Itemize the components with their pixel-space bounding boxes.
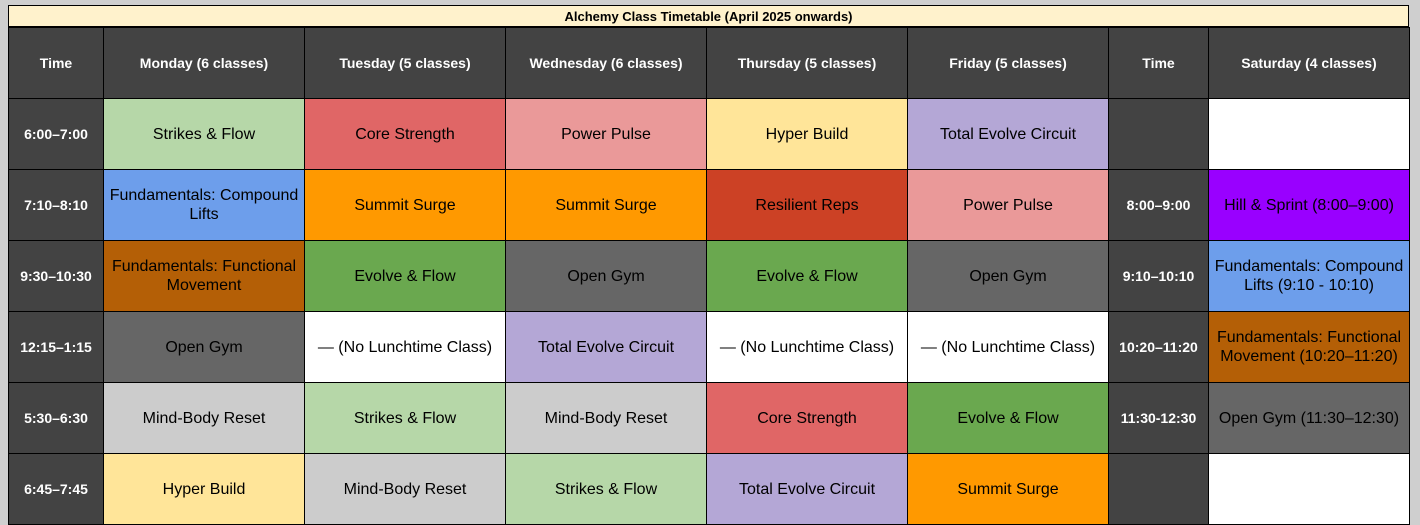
class-cell-thursday: Evolve & Flow: [706, 240, 908, 312]
class-cell-saturday: Open Gym (11:30–12:30): [1208, 382, 1410, 454]
class-cell-wednesday: Open Gym: [505, 240, 707, 312]
header-time: Time: [8, 27, 104, 99]
saturday-time-slot: 8:00–9:00: [1108, 169, 1209, 241]
time-slot: 6:00–7:00: [8, 98, 104, 170]
time-slot: 12:15–1:15: [8, 311, 104, 383]
class-cell-monday: Fundamentals: Functional Movement: [103, 240, 305, 312]
timetable-frame: Alchemy Class Timetable (April 2025 onwa…: [8, 5, 1410, 525]
class-cell-monday: Open Gym: [103, 311, 305, 383]
saturday-time-slot: 11:30-12:30: [1108, 382, 1209, 454]
class-cell-saturday: Hill & Sprint (8:00–9:00): [1208, 169, 1410, 241]
class-cell-monday: Mind-Body Reset: [103, 382, 305, 454]
class-cell-friday: — (No Lunchtime Class): [907, 311, 1109, 383]
time-slot: 5:30–6:30: [8, 382, 104, 454]
timetable-grid: Time Monday (6 classes) Tuesday (5 class…: [8, 27, 1410, 525]
saturday-time-slot: 10:20–11:20: [1108, 311, 1209, 383]
table-row: 12:15–1:15 Open Gym — (No Lunchtime Class)…: [8, 311, 1410, 383]
class-cell-saturday: Fundamentals: Functional Movement (10:20…: [1208, 311, 1410, 383]
saturday-time-slot: [1108, 98, 1209, 170]
table-row: 5:30–6:30 Mind-Body Reset Strikes & Flow Mi…: [8, 382, 1410, 454]
class-cell-friday: Evolve & Flow: [907, 382, 1109, 454]
class-cell-wednesday: Strikes & Flow: [505, 453, 707, 525]
class-cell-thursday: Core Strength: [706, 382, 908, 454]
header-saturday: Saturday (4 classes): [1208, 27, 1410, 99]
saturday-time-slot: 9:10–10:10: [1108, 240, 1209, 312]
table-row: 9:30–10:30 Fundamentals: Functional Movem…: [8, 240, 1410, 312]
class-cell-thursday: — (No Lunchtime Class): [706, 311, 908, 383]
class-cell-saturday: [1208, 98, 1410, 170]
header-wednesday: Wednesday (6 classes): [505, 27, 707, 99]
class-cell-monday: Hyper Build: [103, 453, 305, 525]
class-cell-wednesday: Summit Surge: [505, 169, 707, 241]
header-friday: Friday (5 classes): [907, 27, 1109, 99]
header-row: Time Monday (6 classes) Tuesday (5 class…: [8, 27, 1410, 99]
class-cell-monday: Strikes & Flow: [103, 98, 305, 170]
class-cell-tuesday: Strikes & Flow: [304, 382, 506, 454]
class-cell-friday: Open Gym: [907, 240, 1109, 312]
class-cell-friday: Total Evolve Circuit: [907, 98, 1109, 170]
class-cell-saturday: [1208, 453, 1410, 525]
class-cell-saturday: Fundamentals: Compound Lifts (9:10 - 10:…: [1208, 240, 1410, 312]
class-cell-tuesday: Summit Surge: [304, 169, 506, 241]
class-cell-wednesday: Total Evolve Circuit: [505, 311, 707, 383]
table-row: 6:00–7:00 Strikes & Flow Core Strength Powe…: [8, 98, 1410, 170]
class-cell-wednesday: Power Pulse: [505, 98, 707, 170]
time-slot: 7:10–8:10: [8, 169, 104, 241]
class-cell-tuesday: Mind-Body Reset: [304, 453, 506, 525]
class-cell-friday: Summit Surge: [907, 453, 1109, 525]
header-thursday: Thursday (5 classes): [706, 27, 908, 99]
table-row: 6:45–7:45 Hyper Build Mind-Body Reset Strik…: [8, 453, 1410, 525]
class-cell-monday: Fundamentals: Compound Lifts: [103, 169, 305, 241]
time-slot: 9:30–10:30: [8, 240, 104, 312]
class-cell-tuesday: Core Strength: [304, 98, 506, 170]
class-cell-thursday: Total Evolve Circuit: [706, 453, 908, 525]
timetable-title: Alchemy Class Timetable (April 2025 onwa…: [8, 5, 1409, 27]
class-cell-thursday: Resilient Reps: [706, 169, 908, 241]
header-saturday-time: Time: [1108, 27, 1209, 99]
header-tuesday: Tuesday (5 classes): [304, 27, 506, 99]
saturday-time-slot: [1108, 453, 1209, 525]
class-cell-thursday: Hyper Build: [706, 98, 908, 170]
header-monday: Monday (6 classes): [103, 27, 305, 99]
class-cell-wednesday: Mind-Body Reset: [505, 382, 707, 454]
class-cell-friday: Power Pulse: [907, 169, 1109, 241]
time-slot: 6:45–7:45: [8, 453, 104, 525]
class-cell-tuesday: — (No Lunchtime Class): [304, 311, 506, 383]
table-row: 7:10–8:10 Fundamentals: Compound Lifts Sum…: [8, 169, 1410, 241]
class-cell-tuesday: Evolve & Flow: [304, 240, 506, 312]
